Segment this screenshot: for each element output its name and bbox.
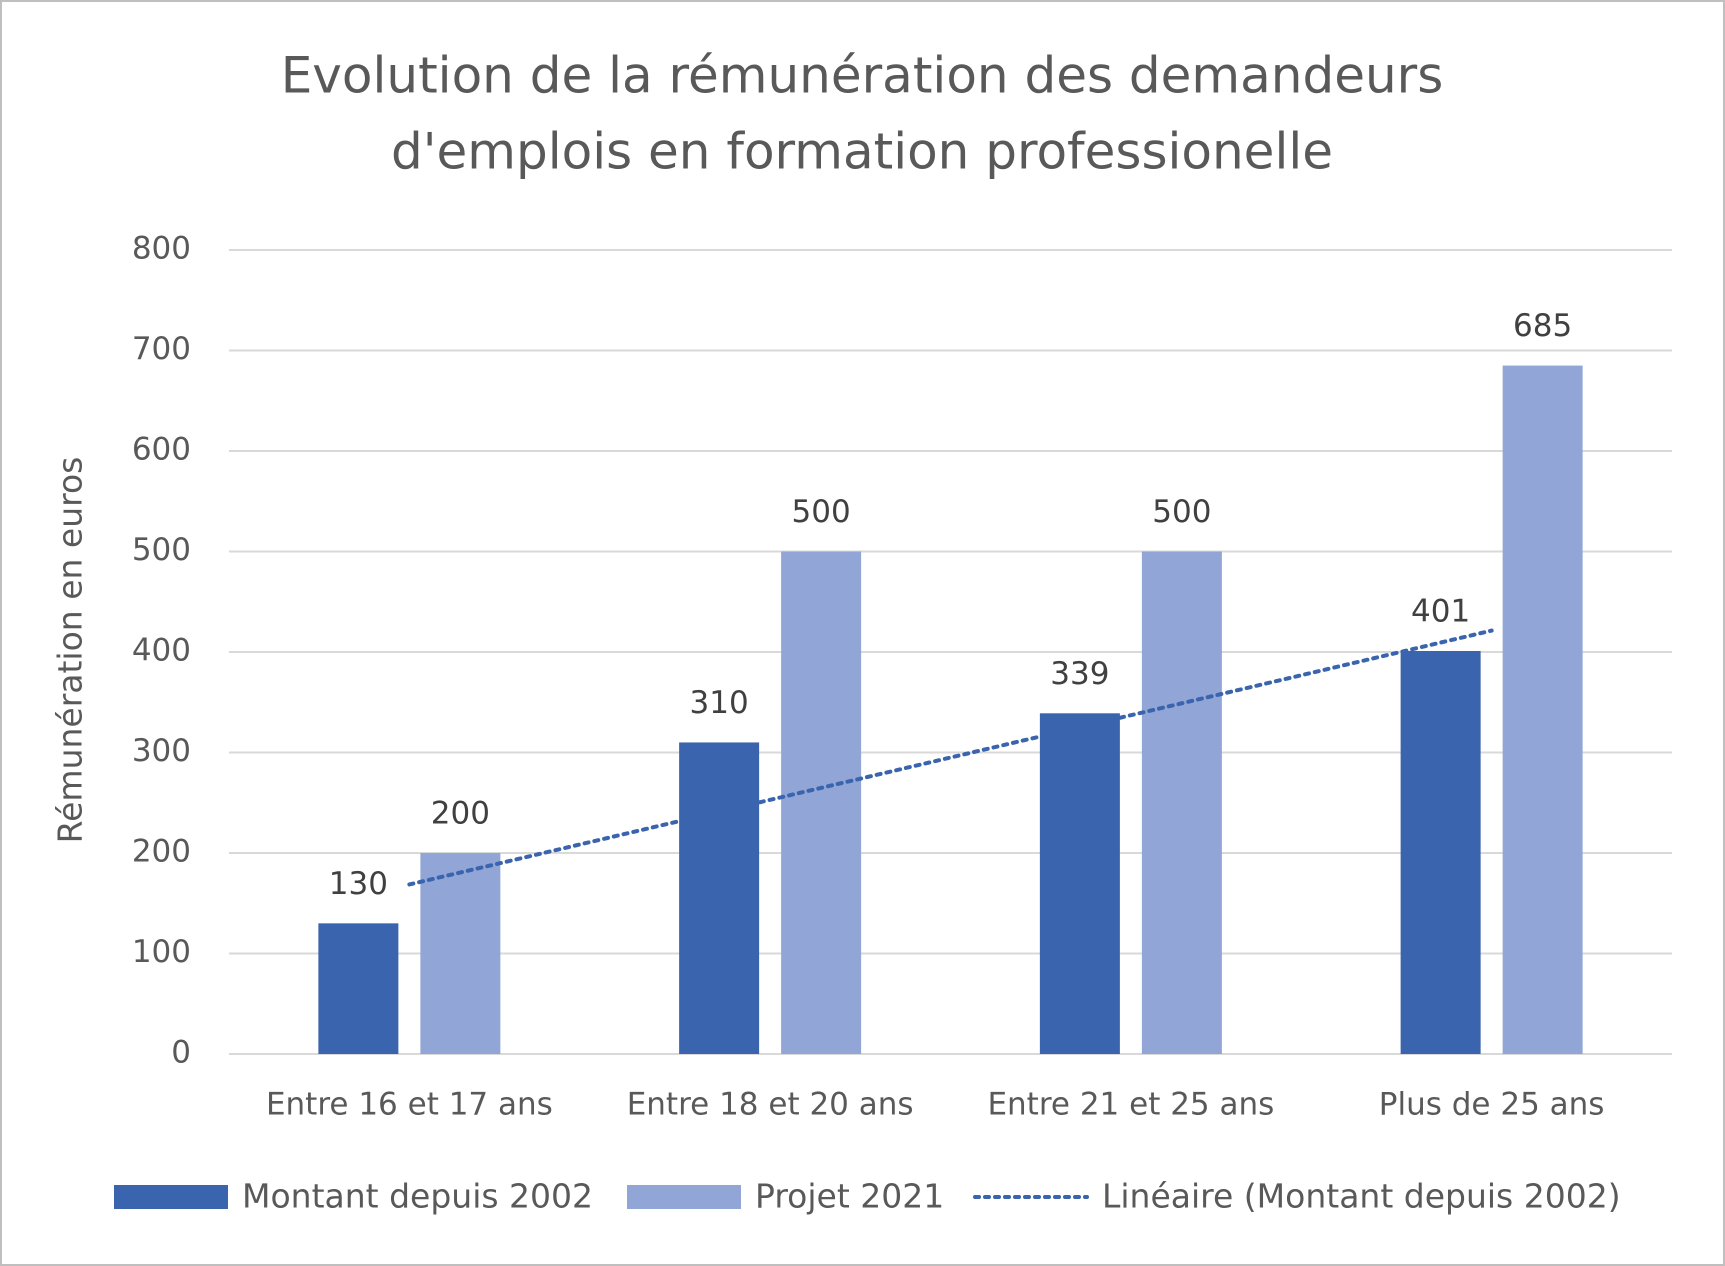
data-label: 685 — [1513, 308, 1572, 344]
x-tick-label: Entre 18 et 20 ans — [627, 1087, 914, 1123]
y-tick-label: 800 — [132, 231, 191, 267]
chart-title: d'emplois en formation professionelle — [391, 123, 1333, 181]
chart-title: Evolution de la rémunération des demande… — [281, 47, 1444, 105]
bar — [1141, 551, 1222, 1054]
y-tick-label: 500 — [132, 532, 191, 568]
legend-label: Projet 2021 — [755, 1177, 944, 1216]
x-tick-label: Plus de 25 ans — [1379, 1087, 1605, 1123]
data-label: 339 — [1050, 656, 1109, 692]
data-label: 500 — [792, 494, 851, 530]
y-axis-label: Rémunération en euros — [51, 457, 90, 844]
y-tick-label: 100 — [132, 934, 191, 970]
y-tick-label: 0 — [171, 1035, 191, 1071]
data-label: 401 — [1411, 593, 1470, 629]
y-tick-label: 300 — [132, 733, 191, 769]
y-tick-label: 200 — [132, 834, 191, 870]
bar — [420, 853, 501, 1054]
y-tick-label: 700 — [132, 331, 191, 367]
data-label: 200 — [431, 796, 490, 832]
bar — [1039, 713, 1120, 1054]
data-label: 500 — [1152, 494, 1211, 530]
legend-swatch — [114, 1185, 228, 1209]
y-tick-label: 400 — [132, 633, 191, 669]
y-tick-label: 600 — [132, 432, 191, 468]
data-label: 310 — [690, 685, 749, 721]
bar — [781, 551, 862, 1054]
x-tick-label: Entre 21 et 25 ans — [987, 1087, 1274, 1123]
legend-swatch — [627, 1185, 741, 1209]
bar — [1400, 650, 1481, 1054]
bar — [1502, 365, 1583, 1054]
x-tick-label: Entre 16 et 17 ans — [266, 1087, 553, 1123]
bar — [318, 923, 399, 1054]
data-label: 130 — [329, 866, 388, 902]
legend-label: Linéaire (Montant depuis 2002) — [1102, 1177, 1621, 1216]
bar — [679, 742, 760, 1054]
legend-label: Montant depuis 2002 — [242, 1177, 593, 1216]
trendline — [407, 628, 1494, 887]
